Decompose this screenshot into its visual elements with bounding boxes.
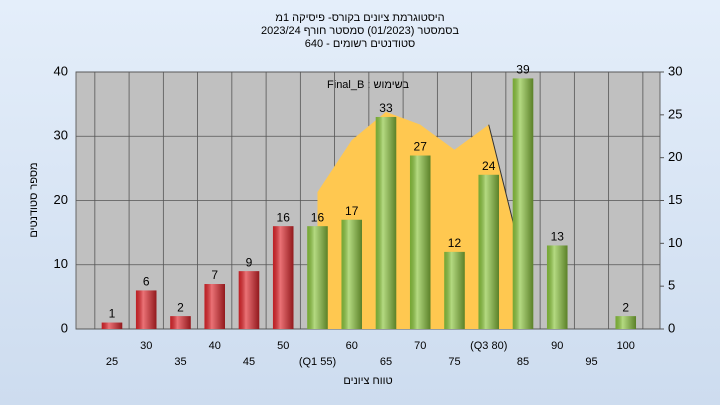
value-label: 9 xyxy=(246,255,253,269)
y-axis-label: מספר סטודנטים xyxy=(28,162,40,237)
value-label: 16 xyxy=(311,210,325,224)
value-label: 39 xyxy=(516,63,530,77)
value-label: 17 xyxy=(345,204,359,218)
y-tick-label: 20 xyxy=(54,192,68,207)
x-tick-label: 85 xyxy=(517,356,529,368)
y-tick-label: 30 xyxy=(54,128,68,143)
bar-shade xyxy=(204,284,225,329)
bar-shade xyxy=(272,226,294,329)
value-label: 13 xyxy=(551,230,565,244)
y2-tick-label: 0 xyxy=(668,320,675,335)
y2-tick-label: 15 xyxy=(668,192,682,207)
value-label: 27 xyxy=(414,140,428,154)
chart-title: היסטוגרמת ציונים בקורס- פיסיקה 1מ xyxy=(275,12,444,24)
y2-tick-label: 30 xyxy=(668,63,682,78)
bar-shade xyxy=(512,78,534,329)
bar-shade xyxy=(238,271,260,329)
x-tick-label: 95 xyxy=(585,356,597,368)
x-tick-label: 50 xyxy=(277,340,289,352)
bar-shade xyxy=(478,174,500,329)
x-tick-label: 40 xyxy=(209,340,221,352)
bar-shade xyxy=(307,226,328,329)
value-label: 1 xyxy=(109,307,116,321)
y2-tick-label: 20 xyxy=(668,149,682,164)
y-tick-label: 40 xyxy=(54,63,68,78)
y-tick-label: 0 xyxy=(61,320,68,335)
value-label: 7 xyxy=(211,268,218,282)
x-tick-label: 65 xyxy=(380,356,392,368)
value-label: 24 xyxy=(482,159,496,173)
x-tick-label: 75 xyxy=(448,356,460,368)
bar-shade xyxy=(615,316,637,329)
bar-shade xyxy=(375,116,397,329)
bar-shade xyxy=(170,316,191,329)
x-tick-label: 30 xyxy=(140,340,152,352)
y-tick-label: 10 xyxy=(54,256,68,271)
y2-tick-label: 10 xyxy=(668,235,682,250)
x-tick-label: 35 xyxy=(174,356,186,368)
x-tick-label: (Q3 80) xyxy=(470,340,507,352)
bar-shade xyxy=(135,290,157,329)
value-label: 6 xyxy=(143,275,150,289)
x-tick-label: (Q1 55) xyxy=(299,356,336,368)
chart-subtitle: סטודנטים רשומים - 640 xyxy=(305,38,416,50)
x-tick-label: 90 xyxy=(551,340,563,352)
chart-subtitle: בסמסטר (01/2023) סמסטר חורף 2023/24 xyxy=(261,25,459,37)
x-tick-label: 25 xyxy=(106,356,118,368)
value-label: 2 xyxy=(622,300,629,314)
x-axis-label: טווח ציונים xyxy=(343,375,392,387)
x-tick-label: 70 xyxy=(414,340,426,352)
bar-shade xyxy=(101,322,123,329)
x-tick-label: 60 xyxy=(346,340,358,352)
annotation: בשימוש : Final_B xyxy=(327,79,409,91)
y2-tick-label: 25 xyxy=(668,106,682,121)
x-tick-label: 100 xyxy=(617,340,635,352)
y2-tick-label: 5 xyxy=(668,278,675,293)
value-label: 2 xyxy=(177,300,184,314)
value-label: 33 xyxy=(379,101,393,115)
bar-shade xyxy=(546,245,568,329)
bar-shade xyxy=(444,251,465,329)
value-label: 16 xyxy=(277,210,291,224)
bar-shade xyxy=(341,219,363,329)
bar-shade xyxy=(409,155,431,329)
value-label: 12 xyxy=(448,236,462,250)
x-tick-label: 45 xyxy=(243,356,255,368)
